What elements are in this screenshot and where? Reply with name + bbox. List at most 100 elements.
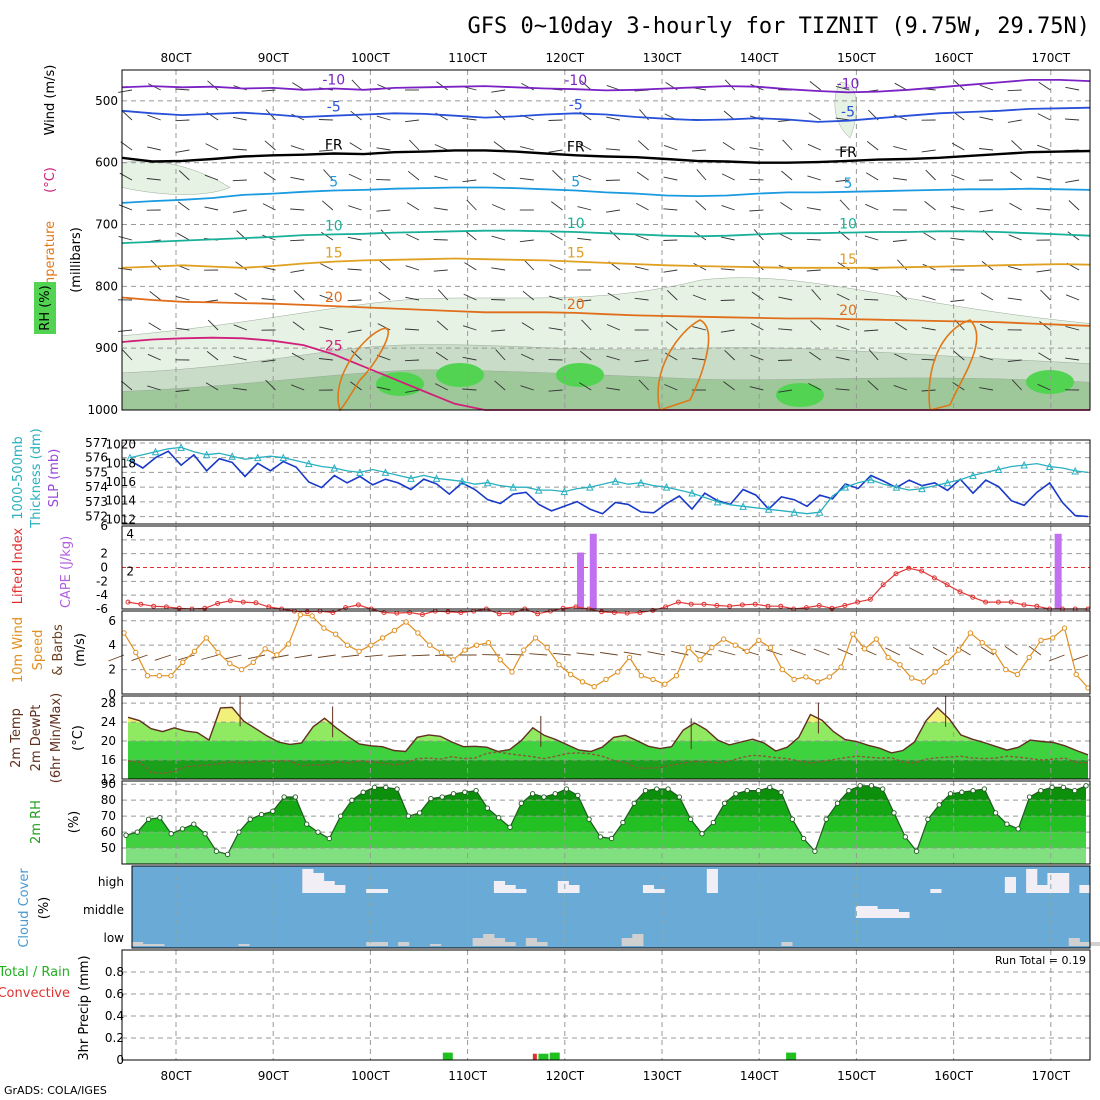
wind-barb (433, 239, 448, 241)
cloud-high-bar (930, 889, 942, 893)
wind-barb (867, 380, 879, 391)
ylabel-rh: RH (%) (38, 285, 53, 330)
isotherm-label: 15 (839, 252, 857, 268)
y-tick-label: 1000 (87, 403, 118, 417)
wind-barb (892, 177, 907, 181)
li-marker (675, 599, 681, 605)
cloud-low-bar (153, 944, 165, 946)
thickness-marker (841, 483, 850, 491)
wind-barb (322, 200, 334, 211)
x-tick-label: 100CT (351, 51, 390, 65)
li-marker (496, 611, 502, 617)
isotherm-label: -5 (327, 100, 341, 116)
cloud-high-bar (642, 885, 655, 893)
wind-speed-marker (297, 612, 303, 618)
isotherm-label: 10 (839, 217, 857, 233)
y-tick-label-right: 4 (126, 527, 134, 541)
wind-barb (810, 320, 822, 331)
wind-barb (235, 261, 248, 271)
wind-barb (578, 143, 592, 151)
wind-barb (263, 171, 276, 181)
li-marker (688, 601, 694, 607)
rh-marker (258, 811, 265, 818)
wind-barb (376, 386, 391, 391)
wind-speed-marker (474, 642, 480, 648)
cloud-high-bar (493, 881, 506, 893)
wind-barb (1040, 289, 1051, 301)
wind-barb (118, 267, 133, 271)
wind-barb (607, 292, 621, 301)
wind-barb (808, 112, 822, 121)
rh-marker (281, 794, 287, 800)
wind-barb (434, 383, 448, 391)
run-total: Run Total = 0.19 (995, 954, 1086, 967)
wind-barb (1065, 118, 1080, 121)
ylabel-wind: Wind (m/s) (43, 65, 58, 136)
cloud-low-bar (1068, 938, 1080, 946)
wind-speed-marker (897, 662, 903, 668)
wind-barb (837, 262, 850, 271)
wind-barb (378, 291, 391, 301)
wind-barb (433, 207, 448, 211)
rh-marker (202, 831, 208, 837)
wind-barb (376, 115, 391, 121)
cloud-level-label: low (104, 931, 125, 945)
wind-barb (692, 357, 707, 361)
isotherm-label: 10 (567, 216, 585, 232)
wind-barb (665, 321, 678, 331)
isotherm-label: 10 (325, 218, 343, 234)
rh-fill (126, 785, 1086, 864)
wind-barb (548, 295, 563, 301)
panel-frame (121, 780, 1091, 865)
wind-barb (605, 179, 620, 181)
thickness-marker (177, 443, 185, 451)
wind-barb (1011, 140, 1023, 151)
wind-barb (720, 236, 735, 241)
wind-barb (380, 229, 391, 241)
wind-barb (494, 109, 506, 121)
wind-barb (1036, 269, 1051, 273)
wind-barb (147, 353, 161, 361)
cloud-high-bar (706, 869, 718, 893)
wind-speed-marker (544, 644, 550, 651)
rh-marker (168, 831, 174, 837)
rh-marker (913, 848, 920, 854)
wind-speed-marker (450, 657, 456, 663)
x-tick-label: 100CT (351, 1069, 390, 1083)
y-tick-label: 576 (85, 451, 108, 465)
wind-barb (808, 383, 822, 391)
wind-barb (600, 652, 618, 656)
wind-barb (433, 269, 448, 272)
wind-speed-marker (356, 648, 362, 654)
wind-barb (789, 648, 807, 656)
x-tick-label: 130CT (643, 51, 682, 65)
thickness-marker (305, 459, 313, 468)
wind-barb (434, 144, 448, 151)
wind-barb (348, 205, 362, 211)
wind-barb (606, 209, 620, 213)
y-tick-label: -6 (96, 602, 108, 616)
cloud-high-bar (515, 889, 527, 893)
wind-speed-marker (685, 644, 691, 651)
li-marker (560, 605, 566, 611)
wind-barb (722, 142, 735, 151)
rh-marker (868, 783, 875, 789)
li-marker (727, 603, 733, 609)
ylabel-millibars: (millibars) (69, 227, 84, 293)
wind-barb (1065, 86, 1080, 91)
li-marker (739, 602, 745, 608)
rh-marker (224, 851, 231, 858)
wind-barb (462, 388, 477, 391)
wind-barb (406, 233, 420, 241)
rh-marker (688, 816, 694, 822)
y-tick-label: 70 (101, 809, 116, 823)
li-marker (1034, 603, 1040, 609)
wind-barb (462, 117, 477, 121)
wind-barb (979, 355, 994, 361)
wind-barb (953, 350, 965, 361)
thickness-marker (662, 483, 671, 491)
wind-barb (377, 323, 391, 331)
li-marker (1021, 602, 1027, 608)
y-tick-label: 24 (101, 715, 116, 729)
wind-barb (836, 293, 850, 301)
